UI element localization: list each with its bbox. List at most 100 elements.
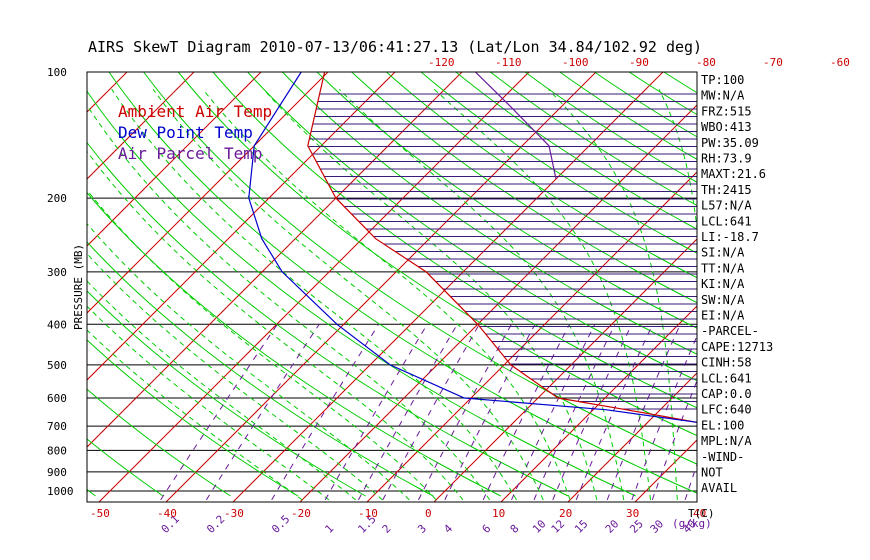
stability-index: EL:100 <box>701 418 744 432</box>
pressure-tick-label: 300 <box>47 266 67 279</box>
stability-index: MW:N/A <box>701 89 745 103</box>
stability-index: AVAIL <box>701 481 737 495</box>
stability-index: CAPE:12713 <box>701 340 773 354</box>
stability-index: SW:N/A <box>701 293 745 307</box>
dry-adiabat-line <box>316 72 697 329</box>
mixing-ratio-line <box>271 324 380 501</box>
mixing-ratio-tick-label: 15 <box>572 517 591 536</box>
moist-adiabat-line <box>87 329 303 501</box>
pressure-tick-label: 1000 <box>47 485 74 498</box>
pressure-tick-label: 700 <box>47 420 67 433</box>
mixing-ratio-tick-label: 25 <box>627 517 646 536</box>
moist-adiabat-line <box>87 189 437 501</box>
isotherm-line <box>500 305 697 502</box>
x-bottom-tick-label: -50 <box>90 507 110 520</box>
stability-index: EI:N/A <box>701 309 745 323</box>
profile-lines <box>248 72 697 424</box>
stability-index: TT:N/A <box>701 261 745 275</box>
dry-adiabat-line <box>837 72 870 496</box>
dry-adiabat-line <box>212 72 697 409</box>
isotherm-line <box>769 72 870 502</box>
stability-index: TH:2415 <box>701 183 752 197</box>
stability-index: LCL:641 <box>701 371 752 385</box>
mixing-ratio-line <box>382 324 480 501</box>
y-axis-label: PRESSURE (MB) <box>72 244 85 330</box>
mixing-ratio-tick-label: 0.5 <box>269 513 292 536</box>
mixing-ratio-line <box>205 324 320 501</box>
mixing-ratio-line <box>606 324 681 501</box>
x-bottom-tick-label: 20 <box>559 507 572 520</box>
mixing-ratio-line <box>552 324 633 501</box>
stability-index: PW:35.09 <box>701 136 759 150</box>
x-top-tick-label: -90 <box>629 56 649 69</box>
dry-adiabat-line <box>420 72 697 254</box>
stability-index: SI:N/A <box>701 246 745 260</box>
pressure-tick-label: 500 <box>47 359 67 372</box>
stability-index: MPL:N/A <box>701 434 752 448</box>
stability-index: L57:N/A <box>701 199 752 213</box>
dry-adiabat-line <box>559 72 697 160</box>
plot-frame <box>86 71 698 503</box>
isotherm-line <box>87 72 128 113</box>
x-bottom-tick-label: -20 <box>291 507 311 520</box>
ambient-temp-line <box>307 72 697 424</box>
x-top-tick-label: -60 <box>830 56 850 69</box>
mixing-ratio-tick-label: 1 <box>322 522 336 536</box>
x-bottom-tick-label: 40 <box>693 507 706 520</box>
x-top-tick-label: -120 <box>428 56 455 69</box>
mixing-ratio-line <box>533 324 616 501</box>
mixing-ratio-line <box>444 324 536 501</box>
dry-adiabat-line <box>87 388 231 497</box>
x-bottom-tick-label: -10 <box>358 507 378 520</box>
dry-adiabat-line <box>768 72 870 496</box>
dew-point-line <box>248 72 697 423</box>
moist-adiabat-line <box>263 88 598 501</box>
isotherm-line <box>87 72 463 448</box>
cape-hatch-area <box>308 93 697 410</box>
isotherm-line <box>87 72 262 247</box>
stability-index: KI:N/A <box>701 277 745 291</box>
dry-adiabat-line <box>143 72 697 465</box>
x-bottom-tick-label: -40 <box>157 507 177 520</box>
moist-adiabat-line <box>338 88 625 500</box>
dry-adiabat-line <box>87 339 299 497</box>
stability-index: RH:73.9 <box>701 152 752 166</box>
mixing-ratio-line <box>575 324 654 501</box>
dry-adiabat-line <box>351 72 697 304</box>
moist-adiabat-line <box>202 88 571 501</box>
mixing-ratio-line <box>511 324 596 501</box>
isotherm-line <box>567 372 697 502</box>
x-bottom-tick-label: 0 <box>425 507 432 520</box>
dry-adiabat-line <box>455 72 697 230</box>
mixing-ratio-tick-label: 10 <box>530 517 549 536</box>
x-top-tick-label: -110 <box>495 56 522 69</box>
dry-adiabat-line <box>87 90 637 497</box>
pressure-tick-label: 200 <box>47 192 67 205</box>
parcel-temp-line <box>474 72 557 180</box>
dry-adiabat-line <box>177 72 697 437</box>
x-bottom-tick-label: 30 <box>626 507 639 520</box>
x-bottom-tick-label: 10 <box>492 507 505 520</box>
isotherm-line <box>0 72 60 502</box>
moist-adiabat-line <box>87 305 330 501</box>
isotherm-line <box>232 72 664 502</box>
x-bottom-tick-label: -30 <box>224 507 244 520</box>
moist-adiabat-line <box>87 252 383 501</box>
moist-adiabat-line <box>87 150 464 501</box>
x-top-tick-label: -70 <box>763 56 783 69</box>
dry-adiabat-line <box>87 290 366 497</box>
legend-entry-dewpoint: Dew Point Temp <box>118 123 253 142</box>
stability-index: CAP:0.0 <box>701 387 752 401</box>
dry-adiabat-line <box>386 72 697 279</box>
mixing-ratio-tick-label: 20 <box>603 517 622 536</box>
x-top-tick-label: -80 <box>696 56 716 69</box>
isotherm-line <box>366 171 697 502</box>
stability-index: LI:-18.7 <box>701 230 759 244</box>
mixing-ratio-tick-label: 30 <box>648 517 667 536</box>
isotherm-line <box>433 238 697 502</box>
dry-adiabat-line <box>247 72 697 382</box>
dry-adiabat-line <box>108 72 697 494</box>
